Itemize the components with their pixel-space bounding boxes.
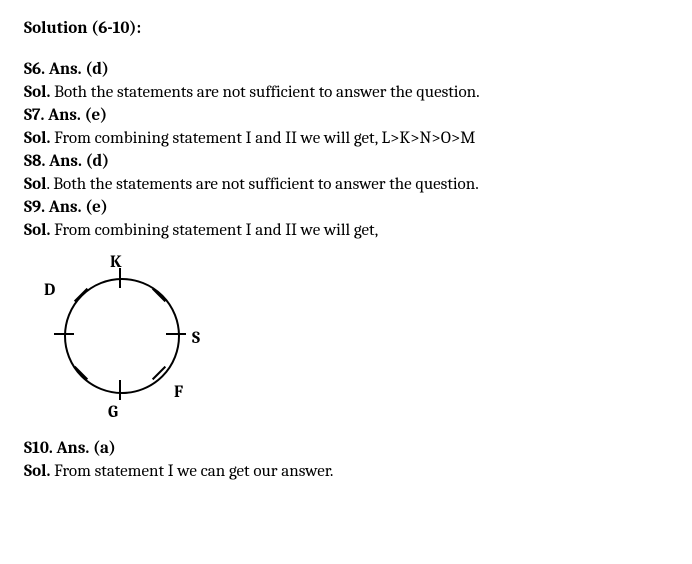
s8-sol-label: Sol (24, 175, 46, 194)
s8-sol-text: . Both the statements are not sufficient… (46, 175, 478, 194)
s10-sol-text: From statement I we can get our answer. (50, 462, 333, 481)
s6-sol: Sol. Both the statements are not suffici… (24, 82, 668, 105)
s9-ans: S9. Ans. (e) (24, 197, 668, 220)
label-k: K (110, 252, 122, 275)
label-d: D (44, 280, 55, 303)
tick-left (54, 333, 74, 335)
s7-sol-text: From combining statement I and II we wil… (50, 129, 475, 148)
label-g: G (108, 402, 118, 425)
s6-ans-text: S6. Ans. (d) (24, 60, 109, 79)
s7-sol-label: Sol. (24, 129, 50, 148)
seating-diagram: K D S F G (40, 250, 220, 430)
label-f: F (174, 382, 183, 405)
s8-ans-text: S8. Ans. (d) (24, 152, 109, 171)
s9-sol-text: From combining statement I and II we wil… (50, 221, 378, 240)
s9-ans-text: S9. Ans. (e) (24, 198, 108, 217)
s6-sol-label: Sol. (24, 83, 50, 102)
s9-sol: Sol. From combining statement I and II w… (24, 220, 668, 243)
s10-sol-label: Sol. (24, 462, 50, 481)
s6-ans: S6. Ans. (d) (24, 59, 668, 82)
s10-ans: S10. Ans. (a) (24, 438, 668, 461)
label-s: S (192, 328, 200, 351)
s7-ans: S7. Ans. (e) (24, 105, 668, 128)
s8-ans: S8. Ans. (d) (24, 151, 668, 174)
s6-sol-text: Both the statements are not sufficient t… (50, 83, 479, 102)
s9-sol-label: Sol. (24, 221, 50, 240)
s8-sol: Sol. Both the statements are not suffici… (24, 174, 668, 197)
tick-right (166, 333, 186, 335)
s7-ans-text: S7. Ans. (e) (24, 106, 107, 125)
s7-sol: Sol. From combining statement I and II w… (24, 128, 668, 151)
solution-heading: Solution (6-10): (24, 18, 668, 41)
s10-sol: Sol. From statement I we can get our ans… (24, 461, 668, 484)
tick-bottom (119, 380, 121, 400)
s10-ans-text: S10. Ans. (a) (24, 439, 116, 458)
